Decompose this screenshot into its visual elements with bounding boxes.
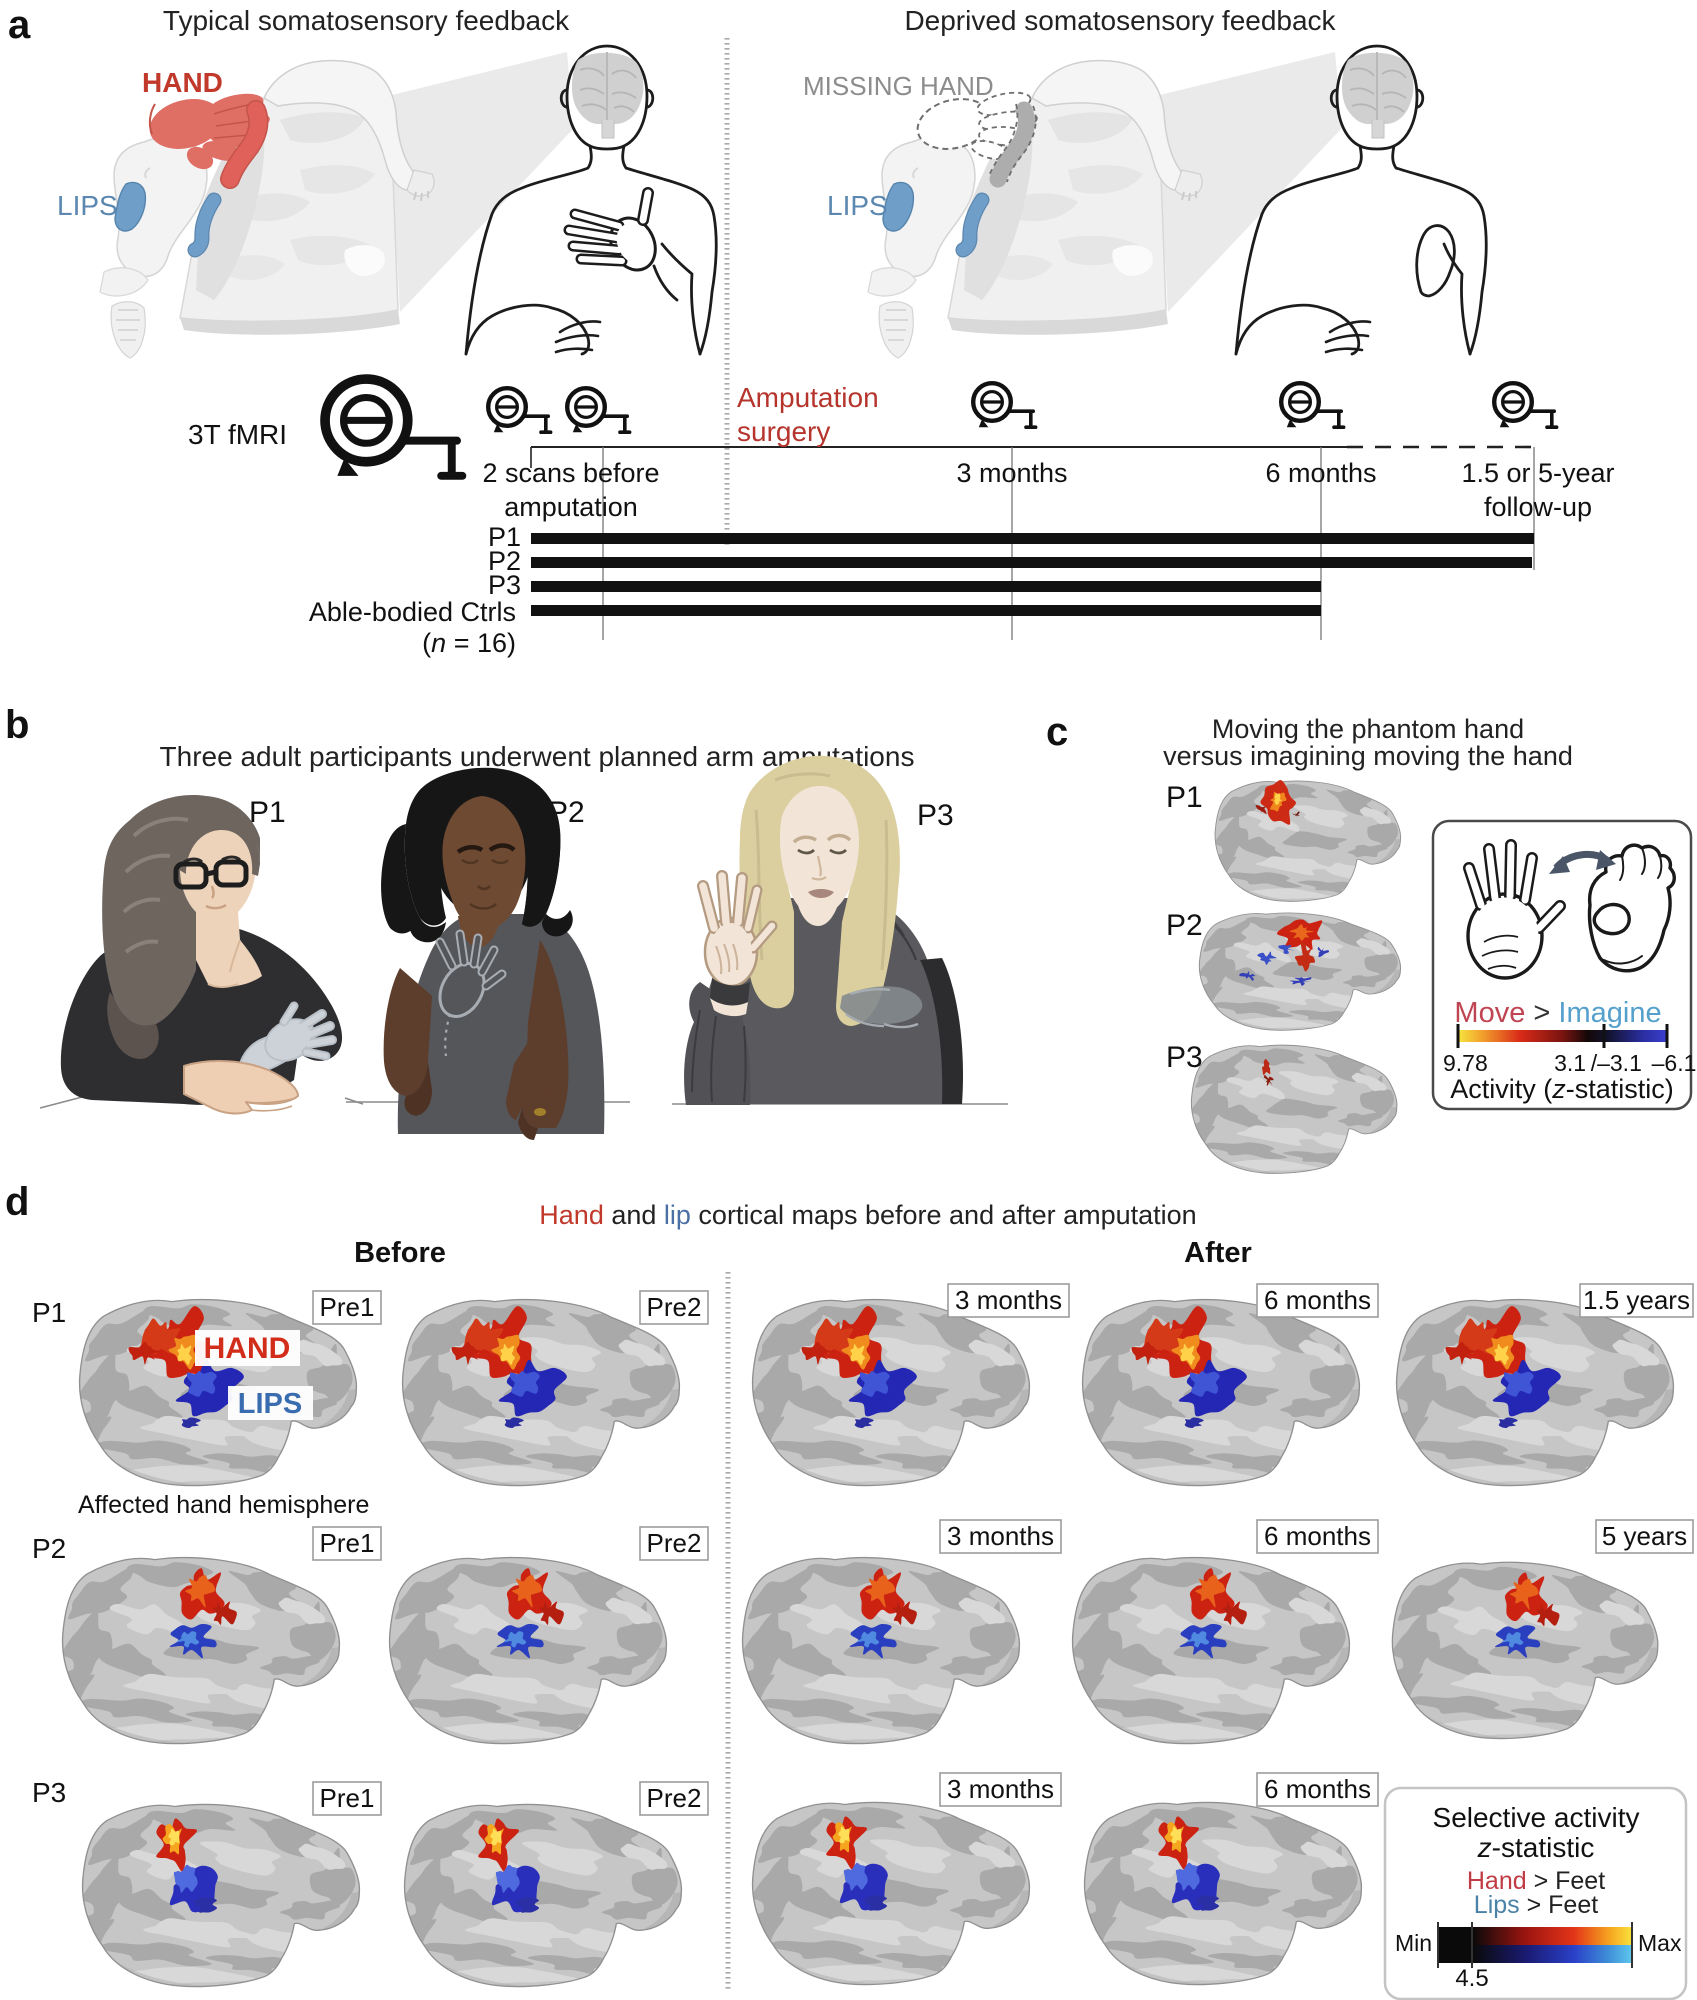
- svg-text:5 years: 5 years: [1602, 1521, 1687, 1551]
- svg-text:MISSING HAND: MISSING HAND: [803, 71, 994, 101]
- svg-text:3 months: 3 months: [956, 458, 1067, 488]
- svg-text:1.5 or 5-year: 1.5 or 5-year: [1461, 458, 1614, 488]
- svg-text:Deprived somatosensory feedbac: Deprived somatosensory feedback: [904, 5, 1336, 36]
- svg-text:P3: P3: [488, 570, 521, 600]
- svg-text:3 months: 3 months: [947, 1521, 1054, 1551]
- svg-text:versus imagining moving the ha: versus imagining moving the hand: [1163, 741, 1573, 771]
- svg-text:3T fMRI: 3T fMRI: [188, 419, 287, 450]
- svg-text:c: c: [1046, 710, 1068, 754]
- svg-text:4.5: 4.5: [1455, 1965, 1488, 1992]
- svg-text:Affected hand hemisphere: Affected hand hemisphere: [78, 1491, 369, 1519]
- svg-text:HAND: HAND: [142, 67, 223, 98]
- svg-text:P1: P1: [249, 796, 286, 829]
- svg-text:Able-bodied Ctrls: Able-bodied Ctrls: [309, 597, 516, 627]
- svg-text:3.1 /–3.1: 3.1 /–3.1: [1554, 1050, 1642, 1076]
- svg-text:1.5 years: 1.5 years: [1583, 1285, 1690, 1315]
- svg-text:follow-up: follow-up: [1484, 492, 1592, 522]
- svg-text:Amputation: Amputation: [737, 382, 879, 413]
- svg-text:amputation: amputation: [504, 492, 638, 522]
- svg-text:6 months: 6 months: [1264, 1285, 1371, 1315]
- svg-text:6 months: 6 months: [1264, 1774, 1371, 1804]
- svg-text:Moving the phantom hand: Moving the phantom hand: [1212, 714, 1524, 744]
- svg-text:9.78: 9.78: [1443, 1050, 1488, 1076]
- svg-text:P1: P1: [32, 1297, 66, 1328]
- svg-text:Max: Max: [1638, 1930, 1682, 1956]
- svg-text:P1: P1: [488, 522, 521, 552]
- svg-text:3 months: 3 months: [955, 1285, 1062, 1315]
- svg-text:6 months: 6 months: [1265, 458, 1376, 488]
- svg-text:–6.1: –6.1: [1652, 1050, 1697, 1076]
- svg-text:6 months: 6 months: [1264, 1521, 1371, 1551]
- svg-text:After: After: [1184, 1237, 1252, 1269]
- svg-text:LIPS: LIPS: [827, 190, 888, 221]
- svg-text:Before: Before: [354, 1237, 446, 1269]
- svg-text:Hand > Feet: Hand > Feet: [1467, 1867, 1605, 1895]
- svg-text:Move > Imagine: Move > Imagine: [1454, 997, 1661, 1029]
- svg-text:2 scans before: 2 scans before: [482, 458, 659, 488]
- svg-text:Lips > Feet: Lips > Feet: [1474, 1891, 1598, 1919]
- svg-text:Typical somatosensory feedback: Typical somatosensory feedback: [163, 5, 570, 36]
- svg-text:P2: P2: [32, 1533, 66, 1564]
- svg-text:P3: P3: [1166, 1041, 1203, 1074]
- svg-text:Selective activity: Selective activity: [1433, 1802, 1640, 1833]
- svg-text:P2: P2: [1166, 909, 1203, 942]
- svg-text:P2: P2: [488, 546, 521, 576]
- svg-text:P3: P3: [917, 799, 954, 832]
- svg-text:LIPS: LIPS: [57, 190, 118, 221]
- svg-text:Activity (z-statistic): Activity (z-statistic): [1450, 1074, 1674, 1104]
- svg-text:d: d: [5, 1180, 29, 1224]
- svg-text:Pre1: Pre1: [320, 1528, 375, 1558]
- svg-text:surgery: surgery: [737, 416, 830, 447]
- svg-text:z-statistic: z-statistic: [1477, 1832, 1595, 1863]
- svg-text:(n = 16): (n = 16): [422, 628, 516, 658]
- svg-text:Pre2: Pre2: [647, 1528, 702, 1558]
- svg-text:Hand and lip cortical maps bef: Hand and lip cortical maps before and af…: [539, 1200, 1196, 1230]
- svg-text:Pre1: Pre1: [320, 1292, 375, 1322]
- svg-text:P1: P1: [1166, 781, 1203, 814]
- svg-text:a: a: [8, 3, 31, 47]
- svg-text:3 months: 3 months: [947, 1774, 1054, 1804]
- svg-text:b: b: [5, 703, 29, 747]
- svg-text:Min: Min: [1395, 1930, 1432, 1956]
- svg-text:P3: P3: [32, 1777, 66, 1808]
- svg-text:Pre2: Pre2: [647, 1292, 702, 1322]
- svg-text:LIPS: LIPS: [238, 1388, 302, 1420]
- svg-text:Pre2: Pre2: [647, 1783, 702, 1813]
- svg-text:HAND: HAND: [204, 1332, 291, 1365]
- svg-text:Pre1: Pre1: [320, 1783, 375, 1813]
